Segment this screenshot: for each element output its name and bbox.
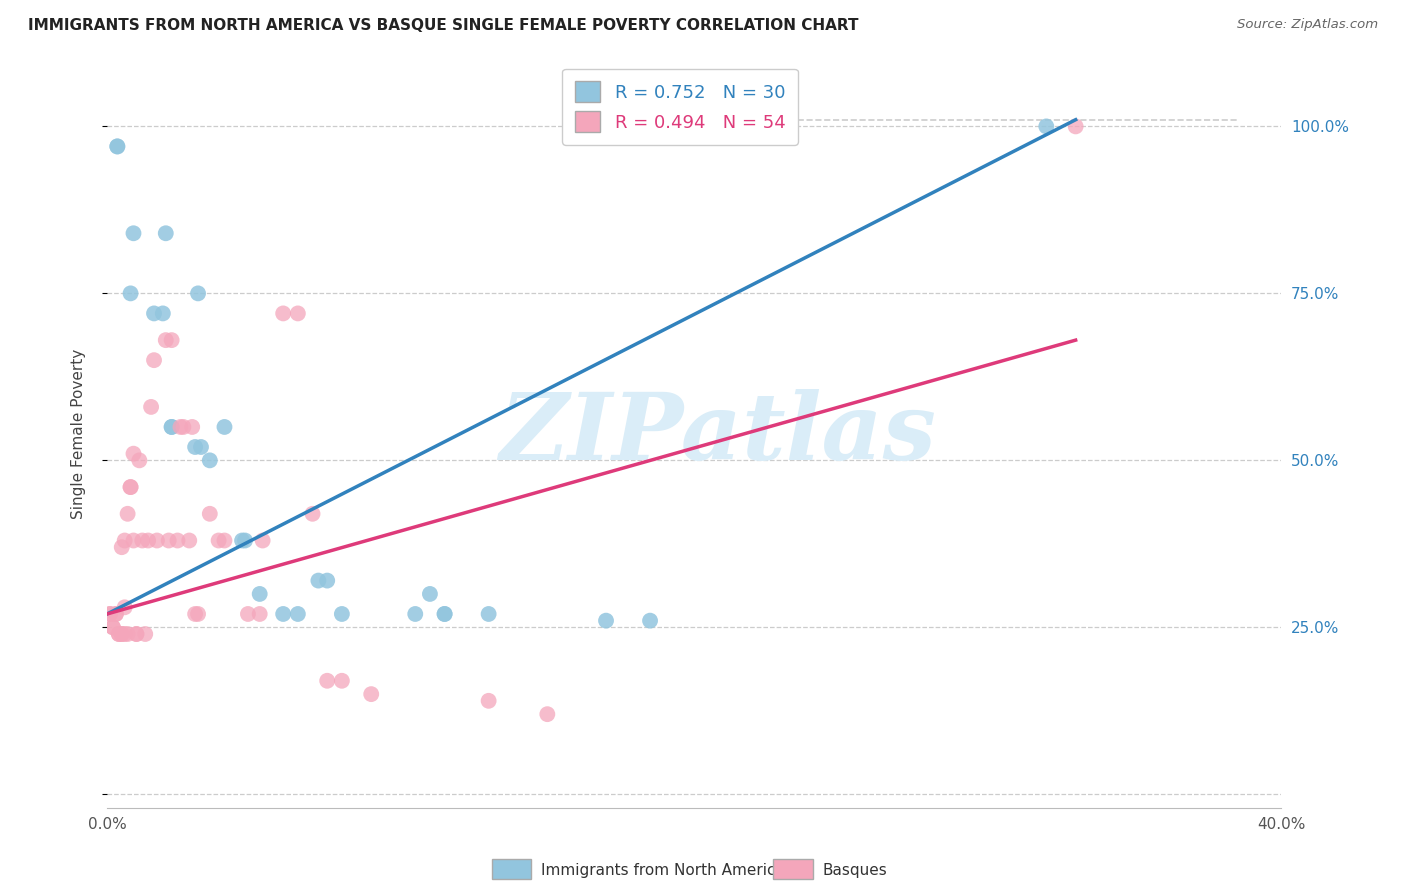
Point (111, 627, 134, 641)
Point (169, 420, 191, 434)
Point (98, 607, 121, 621)
Point (152, 306, 174, 320)
Point (214, 533, 236, 548)
Point (187, 286, 209, 301)
Point (287, 607, 309, 621)
Point (114, 627, 136, 641)
Point (114, 533, 136, 548)
Point (117, 627, 139, 641)
Point (233, 533, 256, 548)
Point (136, 533, 159, 548)
Y-axis label: Single Female Poverty: Single Female Poverty (72, 349, 86, 519)
Point (134, 627, 156, 641)
Point (108, 627, 131, 641)
Point (117, 507, 139, 521)
Point (433, 607, 456, 621)
Point (595, 614, 617, 628)
Point (236, 607, 259, 621)
Point (128, 453, 150, 467)
Point (104, 607, 127, 621)
Point (198, 453, 221, 467)
Point (160, 420, 183, 434)
Point (536, 707, 558, 722)
Point (478, 694, 501, 708)
Point (98, 607, 121, 621)
Point (404, 607, 426, 621)
Point (214, 420, 236, 434)
Text: ZIPatlas: ZIPatlas (499, 389, 936, 479)
Point (125, 627, 148, 641)
Point (160, 333, 183, 347)
Text: IMMIGRANTS FROM NORTH AMERICA VS BASQUE SINGLE FEMALE POVERTY CORRELATION CHART: IMMIGRANTS FROM NORTH AMERICA VS BASQUE … (28, 18, 859, 33)
Point (139, 400, 162, 414)
Point (184, 440, 207, 454)
Point (433, 607, 456, 621)
Point (146, 533, 169, 548)
Point (316, 673, 339, 688)
Point (155, 227, 177, 241)
Point (360, 687, 382, 701)
Point (131, 533, 153, 548)
Point (172, 420, 194, 434)
Point (271, 607, 294, 621)
Point (143, 306, 166, 320)
Point (120, 480, 142, 494)
Point (316, 574, 339, 588)
Point (307, 574, 329, 588)
Point (207, 533, 229, 548)
Text: Immigrants from North America: Immigrants from North America (541, 863, 785, 878)
Point (1035, 120, 1057, 134)
Point (252, 533, 274, 548)
Point (122, 447, 145, 461)
Point (104, 607, 127, 621)
Point (166, 533, 188, 548)
Point (111, 540, 134, 554)
Text: Basques: Basques (823, 863, 887, 878)
Point (638, 614, 661, 628)
Point (478, 607, 501, 621)
Point (125, 627, 148, 641)
Point (198, 507, 221, 521)
Point (122, 227, 145, 241)
Point (1064, 120, 1087, 134)
Point (101, 620, 124, 634)
Point (143, 353, 166, 368)
Point (190, 440, 212, 454)
Point (101, 620, 124, 634)
Point (419, 587, 441, 601)
Point (271, 306, 294, 320)
Point (330, 673, 353, 688)
Point (105, 139, 128, 153)
Point (287, 306, 309, 320)
Point (179, 533, 201, 548)
Point (330, 607, 353, 621)
Point (111, 627, 134, 641)
Point (157, 533, 180, 548)
Point (231, 533, 253, 548)
Point (122, 533, 145, 548)
Point (301, 507, 323, 521)
Point (114, 600, 136, 615)
Text: Source: ZipAtlas.com: Source: ZipAtlas.com (1237, 18, 1378, 31)
Point (155, 333, 177, 347)
Point (108, 627, 131, 641)
Point (249, 587, 271, 601)
Legend: R = 0.752   N = 30, R = 0.494   N = 54: R = 0.752 N = 30, R = 0.494 N = 54 (562, 69, 799, 145)
Point (120, 286, 142, 301)
Point (160, 420, 183, 434)
Point (249, 607, 271, 621)
Point (181, 420, 204, 434)
Point (105, 139, 128, 153)
Point (187, 607, 209, 621)
Point (120, 480, 142, 494)
Point (184, 607, 207, 621)
